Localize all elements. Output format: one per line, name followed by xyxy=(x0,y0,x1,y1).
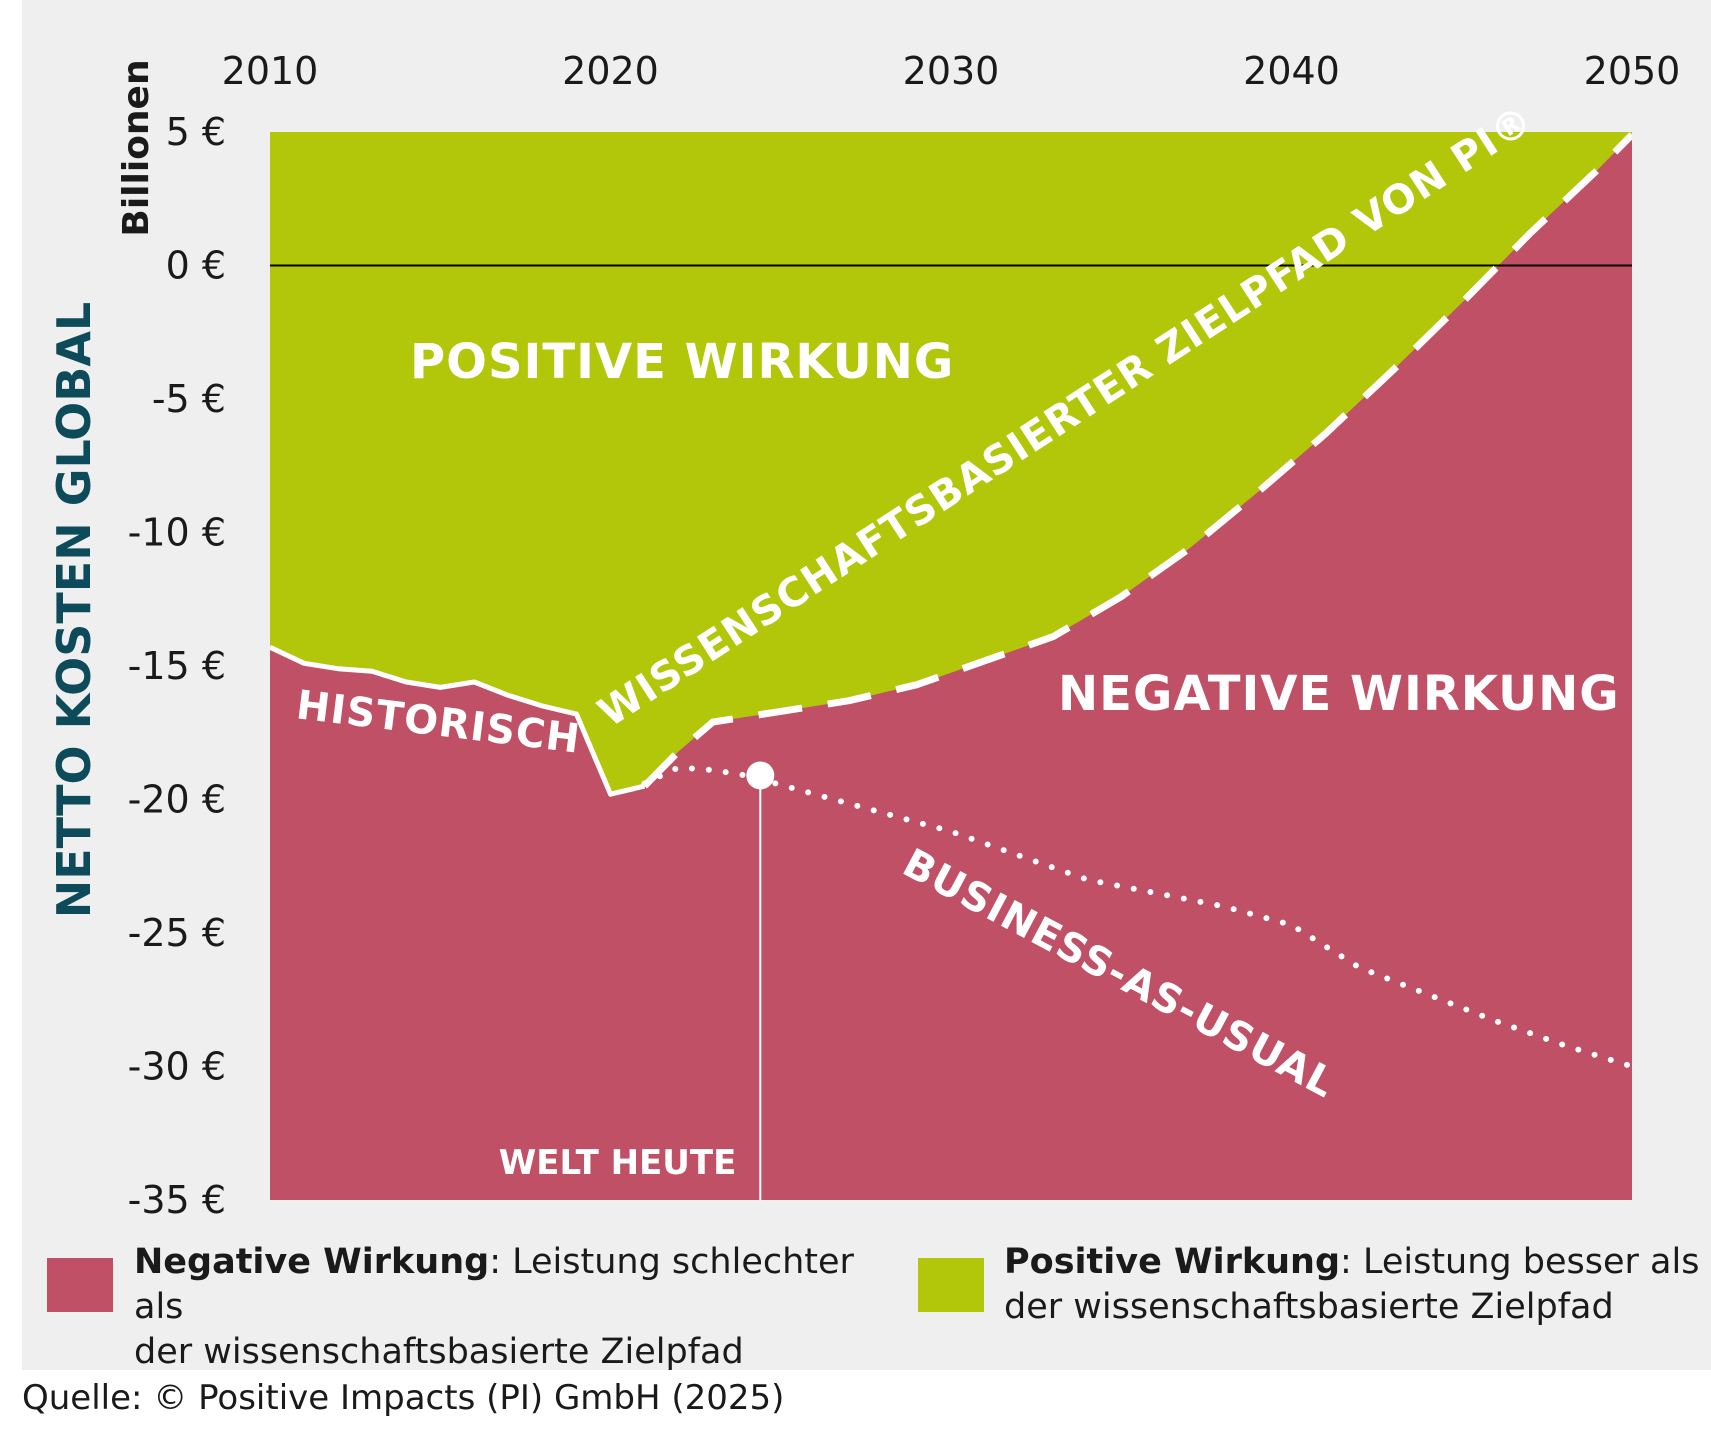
welt-heute-marker xyxy=(746,761,775,790)
legend-negative-term: Negative Wirkung xyxy=(134,1242,490,1282)
legend-positive-line1: : Leistung besser als xyxy=(1340,1242,1700,1282)
y-tick-label: 5 € xyxy=(166,110,226,154)
legend-swatch-negative xyxy=(47,1258,113,1312)
source-note: Quelle: © Positive Impacts (PI) GmbH (20… xyxy=(22,1378,785,1418)
legend-swatch-positive xyxy=(918,1258,984,1312)
series-line-dotted xyxy=(641,764,1632,1070)
welt-heute-label: WELT HEUTE xyxy=(499,1143,737,1183)
series-lines xyxy=(270,132,1632,1070)
legend-negative: Negative Wirkung: Leistung schlechter al… xyxy=(134,1240,894,1375)
positive-region-label: POSITIVE WIRKUNG xyxy=(410,334,954,390)
y-tick-label: -5 € xyxy=(152,377,226,421)
x-tick-label: 2050 xyxy=(1584,49,1681,93)
legend-positive-term: Positive Wirkung xyxy=(1004,1242,1341,1282)
y-tick-label: -10 € xyxy=(128,511,226,555)
y-tick-label: -15 € xyxy=(128,644,226,688)
x-tick-label: 2040 xyxy=(1243,49,1340,93)
y-tick-label: -30 € xyxy=(128,1045,226,1089)
y-tick-label: -35 € xyxy=(128,1178,226,1222)
x-tick-label: 2030 xyxy=(903,49,1000,93)
x-tick-label: 2010 xyxy=(222,49,319,93)
legend-negative-line2: der wissenschaftsbasierte Zielpfad xyxy=(134,1332,744,1372)
y-tick-label: 0 € xyxy=(166,244,226,288)
negative-region xyxy=(270,134,1632,1200)
negative-region-label: NEGATIVE WIRKUNG xyxy=(1058,666,1620,722)
series-line-solid xyxy=(270,645,646,797)
series-line-dashed xyxy=(642,132,1632,789)
legend-positive: Positive Wirkung: Leistung besser als de… xyxy=(1004,1240,1704,1330)
y-tick-label: -25 € xyxy=(128,911,226,955)
y-axis-unit: Billionen xyxy=(116,59,157,236)
y-axis-label: NETTO KOSTEN GLOBAL xyxy=(47,302,101,919)
y-axis-ticks: 5 € 0 € -5 € -10 € -15 € -20 € -25 € -30 € -35 € xyxy=(128,110,226,1222)
x-axis-ticks: 2010 2020 2030 2040 2050 xyxy=(222,49,1681,93)
legend-negative-line1: : Leistung schlechter als xyxy=(134,1242,854,1327)
legend-positive-line2: der wissenschaftsbasierte Zielpfad xyxy=(1004,1287,1614,1327)
y-tick-label: -20 € xyxy=(128,778,226,822)
x-tick-label: 2020 xyxy=(562,49,659,93)
